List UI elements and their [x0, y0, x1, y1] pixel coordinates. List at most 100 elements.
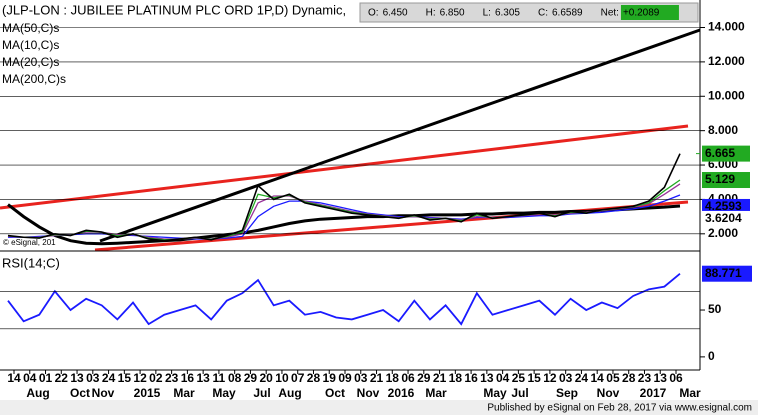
x-day-label: 11: [213, 371, 226, 385]
x-day-label: 03: [559, 371, 573, 385]
x-day-label: 02: [149, 371, 163, 385]
x-month-label: Oct: [70, 386, 90, 400]
x-day-label: 13: [196, 371, 210, 385]
x-day-label: 19: [323, 371, 337, 385]
quote-label: H:: [426, 8, 436, 19]
quote-value: 6.850: [440, 8, 465, 19]
quote-label: Net:: [601, 8, 619, 19]
x-month-label: May: [483, 386, 507, 400]
y-tick-label: 10.000: [708, 88, 745, 102]
x-day-label: 03: [354, 371, 368, 385]
x-month-label: 2017: [640, 386, 667, 400]
value-label: 88.771: [705, 266, 742, 280]
trendline: [99, 28, 701, 243]
quote-label: C:: [538, 8, 548, 19]
x-month-label: Oct: [325, 386, 345, 400]
x-day-label: 22: [55, 371, 69, 385]
x-month-label: Aug: [26, 386, 49, 400]
x-day-label: 18: [386, 371, 400, 385]
x-day-label: 04: [496, 371, 510, 385]
x-month-label: Jul: [253, 386, 270, 400]
value-label: 5.129: [705, 172, 735, 186]
legend-entry: MA(10,C)s: [2, 38, 59, 52]
x-day-label: 04: [23, 371, 37, 385]
x-day-label: 25: [512, 371, 526, 385]
x-month-label: Sep: [556, 386, 578, 400]
x-day-label: 14: [591, 371, 605, 385]
x-day-label: 06: [401, 371, 415, 385]
x-day-label: 29: [244, 371, 258, 385]
y-tick-label: 50: [708, 302, 722, 316]
x-day-label: 23: [165, 371, 179, 385]
x-month-label: Nov: [357, 386, 380, 400]
x-day-label: 28: [307, 371, 321, 385]
x-day-label: 07: [291, 371, 305, 385]
series-line: [7, 153, 681, 242]
legend-entry: MA(20,C)s: [2, 55, 59, 69]
copyright: © eSignal, 201: [3, 238, 56, 247]
x-day-label: 18: [449, 371, 463, 385]
value-box: [702, 265, 752, 282]
x-day-label: 06: [669, 371, 683, 385]
x-day-label: 28: [622, 371, 636, 385]
x-day-label: 21: [370, 371, 384, 385]
legend-entry: MA(50,C)s: [2, 21, 59, 35]
x-day-label: 14: [7, 371, 21, 385]
x-day-label: 12: [543, 371, 557, 385]
y-tick-label: 14.000: [708, 20, 745, 34]
quote-label: O:: [368, 8, 379, 19]
quote-box: [359, 2, 699, 23]
quote-value: 6.6589: [552, 8, 583, 19]
x-day-label: 15: [118, 371, 132, 385]
x-day-label: 15: [527, 371, 541, 385]
value-box: [702, 172, 750, 189]
footer-bar: [0, 400, 758, 415]
y-tick-label: 0: [708, 349, 715, 363]
x-day-label: 16: [464, 371, 478, 385]
series-line: [7, 273, 681, 326]
legend-entry: MA(200,C)s: [2, 72, 66, 86]
y-tick-label: 12.000: [708, 54, 745, 68]
x-month-label: Mar: [679, 386, 701, 400]
x-day-label: 01: [39, 371, 53, 385]
x-day-label: 05: [606, 371, 620, 385]
x-day-label: 21: [433, 371, 447, 385]
x-day-label: 24: [102, 371, 116, 385]
y-tick-label: 8.000: [708, 123, 738, 137]
footer: Published by eSignal on Feb 28, 2017 via…: [487, 403, 752, 414]
x-month-label: 2016: [388, 386, 415, 400]
x-day-label: 20: [260, 371, 274, 385]
x-day-label: 23: [638, 371, 652, 385]
x-day-label: 13: [654, 371, 668, 385]
x-month-label: 2015: [134, 386, 161, 400]
x-month-label: Nov: [92, 386, 115, 400]
value-box: [702, 210, 750, 227]
x-day-label: 03: [86, 371, 100, 385]
x-month-label: Mar: [173, 386, 195, 400]
trendline: [0, 124, 689, 210]
value-label: 6.665: [705, 146, 735, 160]
value-label: 3.6204: [705, 211, 742, 225]
quote-value: +0.2089: [623, 8, 660, 19]
x-day-label: 24: [575, 371, 589, 385]
x-month-label: May: [212, 386, 236, 400]
x-month-label: Jul: [511, 386, 528, 400]
x-month-label: Mar: [425, 386, 447, 400]
x-day-label: 16: [181, 371, 195, 385]
x-day-label: 09: [338, 371, 352, 385]
x-day-label: 13: [70, 371, 84, 385]
y-tick-label: 2.000: [708, 226, 738, 240]
net-box: [620, 5, 679, 20]
x-day-label: 10: [275, 371, 289, 385]
value-label: 4.2593: [705, 199, 742, 213]
quote-label: L:: [483, 8, 491, 19]
plot-layer: [0, 28, 701, 326]
x-month-label: Nov: [597, 386, 620, 400]
chart-title: (JLP-LON : JUBILEE PLATINUM PLC ORD 1P,D…: [2, 2, 346, 17]
x-day-label: 12: [133, 371, 147, 385]
x-day-label: 08: [228, 371, 242, 385]
x-day-label: 13: [480, 371, 494, 385]
quote-value: 6.305: [495, 8, 520, 19]
